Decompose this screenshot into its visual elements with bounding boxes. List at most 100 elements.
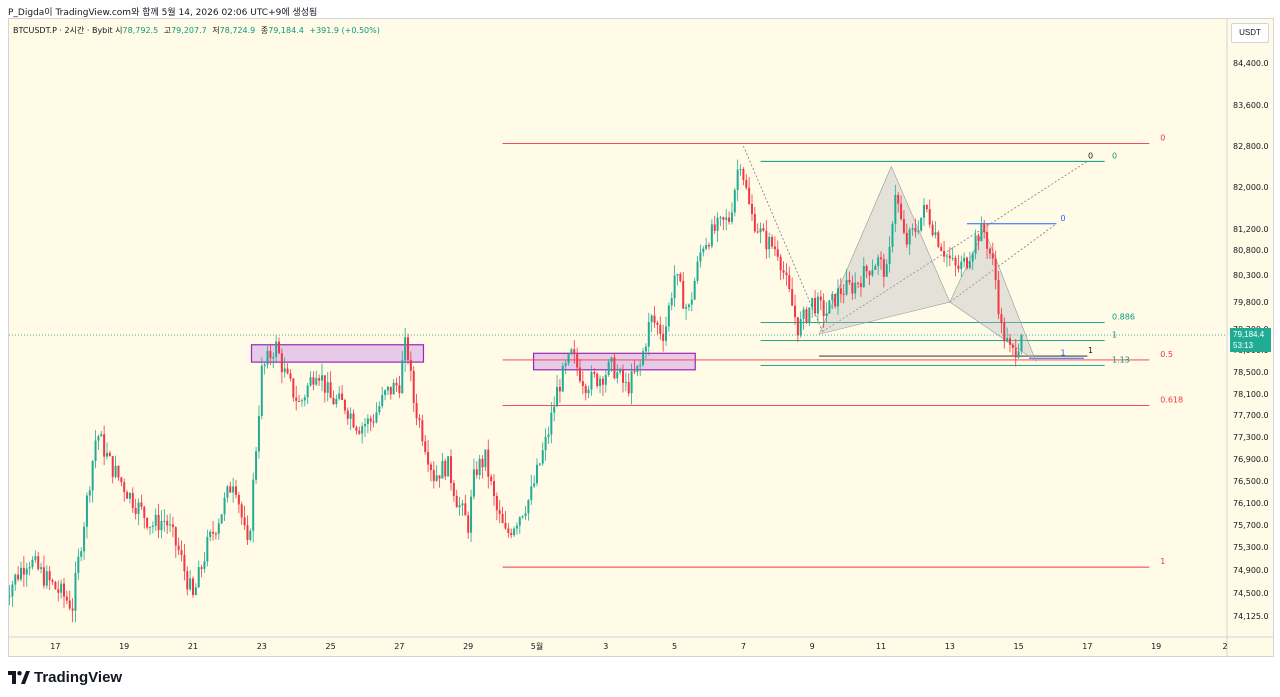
candle-body [71, 608, 74, 611]
candle-body [667, 305, 670, 327]
candle-body [321, 375, 323, 381]
candle-body [9, 596, 11, 598]
candle-body [951, 257, 954, 259]
candle-body [1017, 351, 1020, 358]
candle-body [834, 293, 837, 307]
candle-body [34, 556, 37, 560]
y-tick-label: 74,500.0 [1233, 589, 1269, 598]
candle-body [103, 434, 106, 457]
candle-body [515, 525, 518, 529]
candle-body [412, 370, 415, 404]
candle-body [719, 217, 722, 219]
candle-body [22, 567, 25, 575]
candle-body [713, 224, 716, 231]
candle-body [338, 393, 341, 399]
candle-body [527, 500, 530, 514]
candle-body [63, 583, 65, 597]
trend-line [743, 145, 823, 332]
candle-body [407, 337, 409, 360]
candle-body [816, 296, 819, 314]
fib-level-label: 1 [1060, 348, 1065, 357]
candle-body [458, 505, 461, 508]
ohlc-legend: BTCUSDT.P · 2시간 · Bybit 시78,792.5 고79,20… [13, 25, 380, 36]
candle-body [900, 203, 903, 220]
candle-body [805, 309, 808, 323]
candle-body [710, 224, 713, 247]
candle-body [656, 322, 659, 325]
candle-body [954, 257, 957, 266]
candle-body [180, 550, 183, 555]
candle-body [687, 304, 690, 308]
candle-body [157, 514, 160, 531]
candle-body [481, 458, 484, 468]
candle-body [891, 223, 894, 247]
candle-body [315, 378, 318, 385]
candle-body [209, 531, 212, 538]
candle-body [945, 255, 948, 257]
y-tick-label: 77,700.0 [1233, 411, 1269, 420]
tradingview-logo-icon [8, 670, 30, 684]
candle-body [131, 493, 134, 508]
candle-body [573, 349, 576, 355]
candle-body [424, 441, 427, 452]
chart-panel[interactable]: 84,400.0 83,600.0 82,800.0 82,000.0 81,200.0… [8, 18, 1274, 657]
candle-body [472, 469, 475, 497]
candle-body [986, 232, 989, 249]
candle-body [300, 400, 303, 402]
candle-body [931, 224, 934, 236]
candle-body [771, 236, 774, 247]
high-value: 79,207.7 [171, 26, 207, 35]
fib-level-label: 1 [1112, 331, 1117, 340]
candle-body [54, 581, 57, 590]
candle-body [197, 567, 200, 588]
candle-body [963, 257, 966, 262]
candle-body [257, 415, 260, 452]
fib-level-label: 0.5 [1160, 350, 1173, 359]
candle-body [556, 386, 559, 407]
candle-body [725, 217, 728, 220]
candle-body [444, 460, 447, 477]
candle-body [386, 386, 389, 391]
currency-button[interactable]: USDT [1231, 23, 1269, 43]
candle-body [601, 378, 604, 385]
candle-body [1003, 322, 1006, 342]
candle-body [796, 317, 799, 336]
candle-body [943, 250, 946, 257]
candle-body [97, 436, 100, 441]
y-tick-label: 79,800.0 [1233, 298, 1269, 307]
candle-body [988, 248, 991, 254]
candle-body [217, 523, 220, 534]
candle-body [960, 261, 963, 269]
footer: TradingView [0, 660, 1280, 697]
symbol-label[interactable]: BTCUSDT.P · 2시간 · Bybit [13, 26, 113, 35]
candle-body [920, 217, 923, 231]
candle-body [756, 231, 759, 233]
tradingview-logo[interactable]: TradingView [8, 669, 122, 686]
candle-body [940, 246, 943, 251]
candle-body [364, 424, 366, 427]
candle-body [550, 412, 553, 435]
candle-body [510, 532, 513, 536]
candle-body [126, 492, 129, 499]
close-label: 종 [260, 26, 269, 35]
fib-level-label: 0 [1112, 151, 1117, 160]
candle-body [742, 168, 745, 180]
y-tick-label: 76,900.0 [1233, 455, 1269, 464]
candle-body [83, 526, 86, 552]
candle-body [240, 504, 243, 518]
candle-body [690, 299, 693, 305]
price-chart[interactable]: 84,400.0 83,600.0 82,800.0 82,000.0 81,200.0… [9, 19, 1273, 656]
candle-body [335, 398, 338, 405]
x-tick-label: 19 [119, 642, 129, 651]
candle-body [983, 224, 986, 233]
candle-body [361, 426, 364, 434]
fib-level-label: 1 [1088, 346, 1093, 355]
candle-body [174, 527, 177, 546]
brand-name: TradingView [34, 669, 123, 686]
candle-body [564, 363, 567, 367]
candle-body [785, 272, 788, 276]
candle-body [685, 307, 688, 309]
candle-body [897, 194, 900, 204]
candle-body [868, 271, 871, 276]
candle-body [739, 168, 742, 170]
